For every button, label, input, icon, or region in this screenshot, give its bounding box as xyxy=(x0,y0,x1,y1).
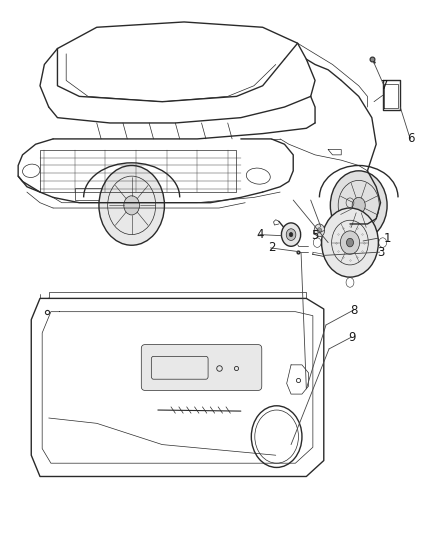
Text: 1: 1 xyxy=(383,232,391,245)
Circle shape xyxy=(352,197,365,213)
Circle shape xyxy=(289,232,293,237)
Circle shape xyxy=(330,171,387,240)
Text: 4: 4 xyxy=(257,228,264,241)
Text: 5: 5 xyxy=(311,229,319,242)
Circle shape xyxy=(286,229,296,240)
Circle shape xyxy=(317,228,321,233)
Text: 3: 3 xyxy=(377,246,384,259)
Text: 9: 9 xyxy=(348,330,356,344)
Text: 8: 8 xyxy=(351,304,358,317)
Circle shape xyxy=(99,165,164,245)
Text: 6: 6 xyxy=(407,132,415,146)
Circle shape xyxy=(321,208,378,277)
FancyBboxPatch shape xyxy=(141,345,262,390)
Circle shape xyxy=(346,238,353,247)
Text: 2: 2 xyxy=(268,241,275,254)
Circle shape xyxy=(124,196,140,215)
Text: 7: 7 xyxy=(381,79,389,92)
Circle shape xyxy=(314,224,325,237)
Circle shape xyxy=(340,231,360,254)
Circle shape xyxy=(282,223,300,246)
